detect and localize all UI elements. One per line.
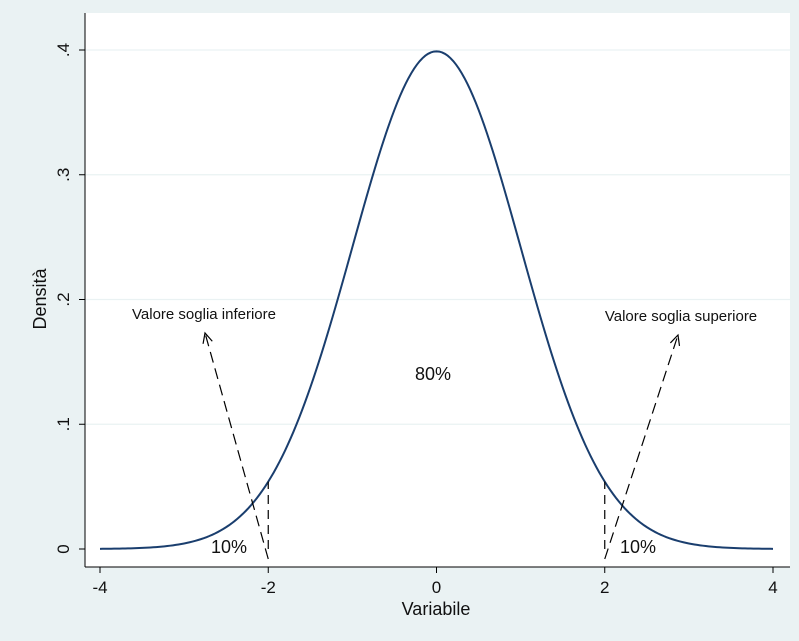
y-axis-title: Densità <box>30 267 50 329</box>
x-tick-label: 4 <box>768 578 777 597</box>
x-tick-label: -2 <box>261 578 276 597</box>
upper-threshold-arrow <box>604 334 679 560</box>
x-tick-label: -4 <box>92 578 107 597</box>
x-tick-label: 0 <box>432 578 441 597</box>
y-ticks: .4 .3 .2 .1 0 <box>54 43 85 554</box>
lower-threshold-arrow-head <box>202 331 213 344</box>
x-axis-title: Variabile <box>402 599 471 619</box>
y-tick-label: .3 <box>54 168 73 182</box>
left-tail-percentage-label: 10% <box>211 537 247 557</box>
y-tick-label: .2 <box>54 292 73 306</box>
center-percentage-label: 80% <box>415 364 451 384</box>
y-tick-label: 0 <box>54 544 73 553</box>
plot-area <box>85 13 790 567</box>
annotation-arrows <box>202 331 681 560</box>
x-tick-label: 2 <box>600 578 609 597</box>
density-curve <box>99 50 774 550</box>
x-ticks: -4 -2 0 2 4 <box>92 567 778 597</box>
y-tick-label: .4 <box>54 43 73 57</box>
upper-threshold-arrow-head <box>669 333 681 346</box>
upper-threshold-label: Valore soglia superiore <box>605 308 757 325</box>
y-tick-label: .1 <box>54 417 73 431</box>
right-tail-percentage-label: 10% <box>620 537 656 557</box>
threshold-lines <box>267 481 606 549</box>
lower-threshold-label: Valore soglia inferiore <box>132 306 276 323</box>
lower-threshold-arrow <box>204 332 269 560</box>
grid-lines <box>85 49 790 425</box>
